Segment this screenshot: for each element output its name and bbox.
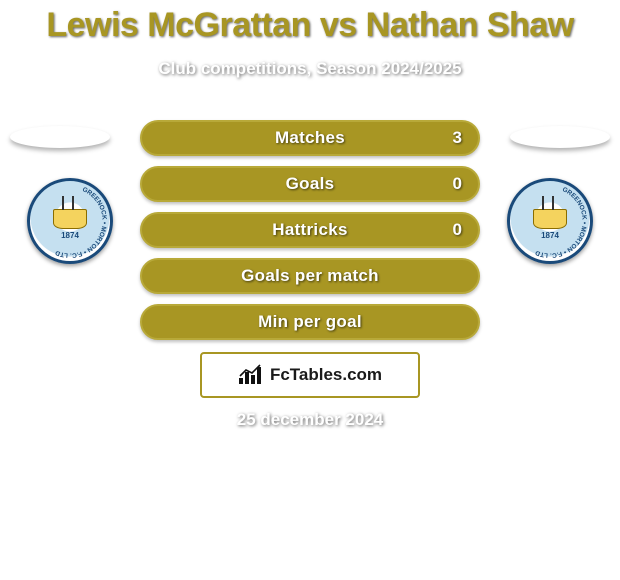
stat-row-min-per-goal: Min per goal <box>140 304 480 340</box>
club-badge-left: GREENOCK • MORTON • F.C. LTD 1874 <box>27 178 113 264</box>
stat-label: Goals per match <box>241 266 379 286</box>
stat-row-matches: Matches 3 <box>140 120 480 156</box>
club-badge-right: GREENOCK • MORTON • F.C. LTD 1874 <box>507 178 593 264</box>
stat-row-goals: Goals 0 <box>140 166 480 202</box>
stat-label: Min per goal <box>258 312 362 332</box>
player-platform-left <box>10 126 110 148</box>
subtitle: Club competitions, Season 2024/2025 <box>0 59 620 79</box>
stat-label: Hattricks <box>272 220 347 240</box>
brand-link[interactable]: FcTables.com <box>200 352 420 398</box>
stat-list: Matches 3 Goals 0 Hattricks 0 Goals per … <box>140 120 480 350</box>
stat-value-right: 0 <box>453 220 462 240</box>
date-text: 25 december 2024 <box>0 410 620 430</box>
stat-label: Matches <box>275 128 345 148</box>
ship-icon <box>53 209 87 229</box>
brand-text: FcTables.com <box>270 365 382 385</box>
bar-chart-icon <box>238 364 264 386</box>
stat-value-right: 0 <box>453 174 462 194</box>
stat-value-right: 3 <box>453 128 462 148</box>
page-title: Lewis McGrattan vs Nathan Shaw <box>0 0 620 45</box>
stat-label: Goals <box>286 174 335 194</box>
stat-row-goals-per-match: Goals per match <box>140 258 480 294</box>
player-platform-right <box>510 126 610 148</box>
ship-icon <box>533 209 567 229</box>
comparison-card: Lewis McGrattan vs Nathan Shaw Club comp… <box>0 0 620 580</box>
stat-row-hattricks: Hattricks 0 <box>140 212 480 248</box>
